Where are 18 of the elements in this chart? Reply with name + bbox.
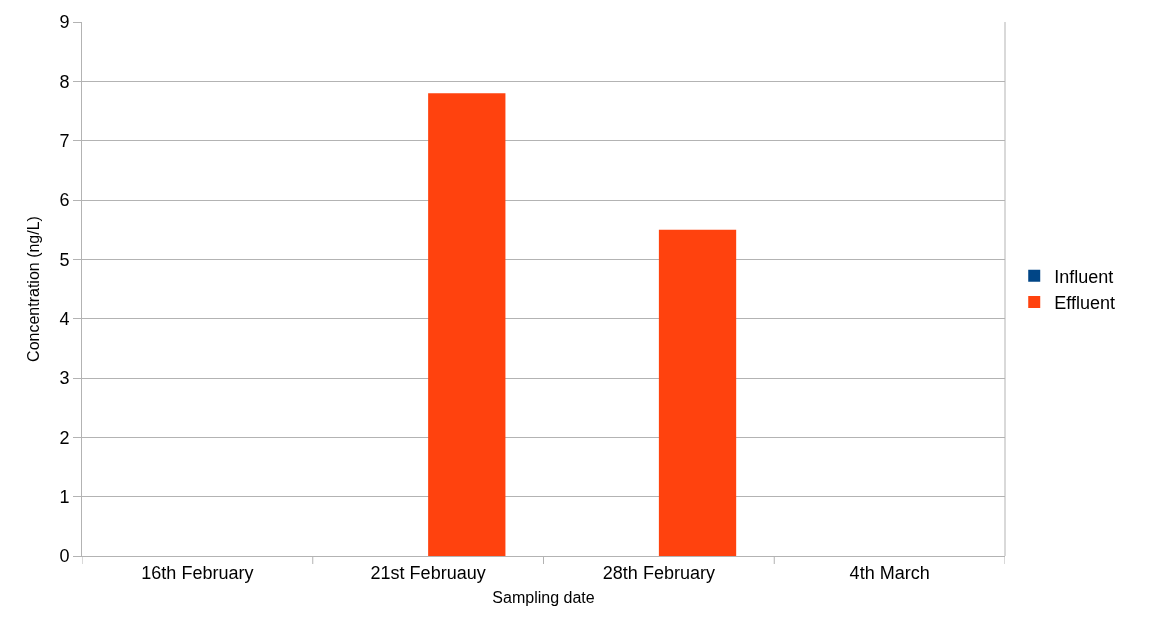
legend-label: Influent <box>1054 266 1114 287</box>
y-tick-label: 9 <box>59 12 70 33</box>
y-tick-label: 7 <box>59 130 70 151</box>
legend-label: Effluent <box>1054 293 1115 314</box>
x-tick-label: 21st Februauy <box>370 562 486 583</box>
x-tick-label: 28th February <box>602 562 715 583</box>
y-tick-label: 3 <box>59 368 70 389</box>
x-tick-label: 4th March <box>849 562 930 583</box>
y-tick-label: 5 <box>59 249 70 270</box>
y-axis-title: Concentration (ng/L) <box>25 216 43 362</box>
y-tick-label: 4 <box>59 308 70 329</box>
y-tick-label: 1 <box>59 486 70 507</box>
y-tick-label: 8 <box>59 71 70 92</box>
y-tick-label: 2 <box>59 427 70 448</box>
y-tick-label: 0 <box>59 546 70 567</box>
x-tick-label: 16th February <box>141 562 254 583</box>
y-tick-label: 6 <box>59 190 70 211</box>
x-axis-title: Sampling date <box>492 589 595 607</box>
